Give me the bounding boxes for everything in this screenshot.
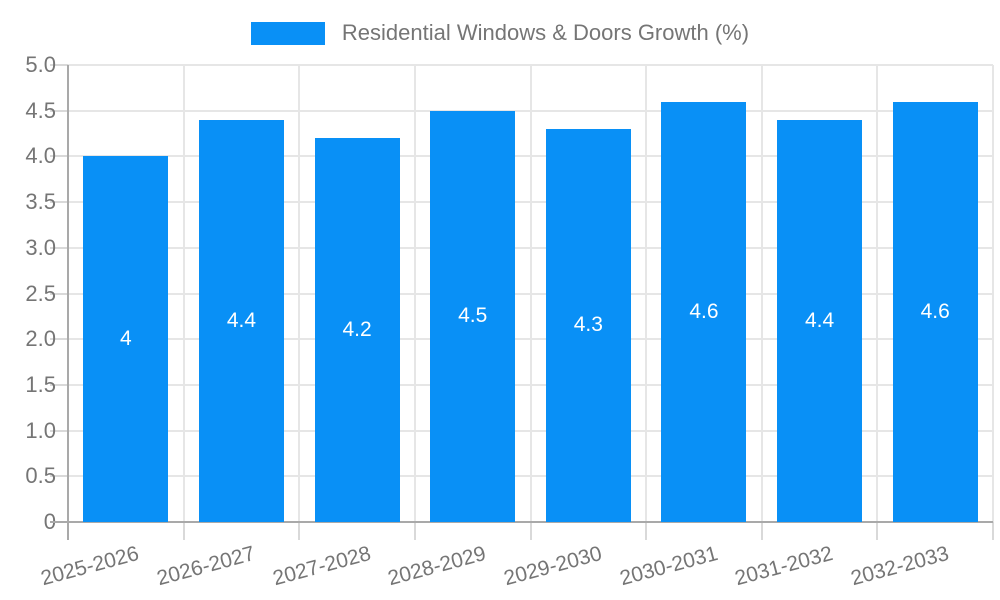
y-axis-tick [50,155,68,158]
y-axis-tick [50,338,68,341]
y-axis-tick [50,475,68,478]
x-axis-tick [413,522,416,540]
gridline-vertical [413,65,416,522]
x-tick-label: 2025-2026 [38,542,142,591]
gridline-vertical [645,65,648,522]
x-tick-label: 2031-2032 [732,542,836,591]
bar-value-label: 4.6 [920,299,950,323]
y-tick-label: 4.0 [25,143,56,169]
bar-value-label: 4.6 [689,299,719,323]
legend: Residential Windows & Doors Growth (%) [0,18,1000,48]
bar-2026-2027[interactable] [198,119,284,522]
legend-swatch [250,21,325,45]
x-axis-tick [298,522,301,540]
x-axis-tick [992,522,994,540]
y-axis-tick [50,246,68,249]
y-axis-tick [50,429,68,432]
bar-2031-2032[interactable] [777,119,863,522]
y-tick-label: 1.0 [25,417,56,443]
bar-value-label: 4.2 [342,318,372,342]
x-tick-label: 2030-2031 [616,542,720,591]
y-tick-label: 0 [43,509,56,534]
x-tick-label: 2028-2029 [385,542,489,591]
gridline-vertical [529,65,532,522]
bar-2027-2028[interactable] [314,138,400,522]
bar-2025-2026[interactable] [83,156,169,522]
bar-2028-2029[interactable] [430,110,516,522]
gridline-vertical [298,65,301,522]
bar-value-label: 4.4 [804,308,835,332]
x-axis-line [50,521,993,523]
y-axis-tick [50,64,68,66]
bar-2030-2031[interactable] [661,101,747,522]
x-axis-tick [760,522,763,540]
y-axis-tick [50,201,68,204]
bar-value-label: 4.3 [573,313,603,337]
gridline-vertical [876,65,879,522]
bar-value-label: 4.5 [458,304,488,328]
x-axis-tick [645,522,648,540]
y-tick-label: 3.5 [25,189,56,215]
y-tick-label: 0.5 [25,463,56,489]
gridline-vertical [760,65,763,522]
y-tick-label: 3.0 [25,234,56,260]
x-tick-label: 2027-2028 [270,542,374,591]
x-axis-tick [876,522,879,540]
y-axis-tick [50,109,68,112]
y-axis-tick [50,292,68,295]
y-tick-label: 4.5 [25,97,56,123]
y-tick-label: 5.0 [25,52,56,77]
y-tick-label: 2.5 [25,280,56,306]
y-axis-tick [50,383,68,386]
x-tick-label: 2032-2033 [848,542,952,591]
x-axis-tick [529,522,532,540]
y-tick-label: 2.0 [25,326,56,352]
gridline-vertical [182,65,185,522]
legend-label: Residential Windows & Doors Growth (%) [341,20,750,45]
y-axis-line [67,65,69,540]
bar-2032-2033[interactable] [892,101,978,522]
y-tick-label: 1.5 [25,371,56,397]
bar-value-label: 4 [119,327,132,351]
x-tick-label: 2026-2027 [154,542,258,591]
gridline-vertical [992,65,994,522]
x-axis-tick [182,522,185,540]
x-tick-label: 2029-2030 [501,542,605,591]
bar-value-label: 4.4 [226,308,257,332]
bar-2029-2030[interactable] [545,128,631,522]
